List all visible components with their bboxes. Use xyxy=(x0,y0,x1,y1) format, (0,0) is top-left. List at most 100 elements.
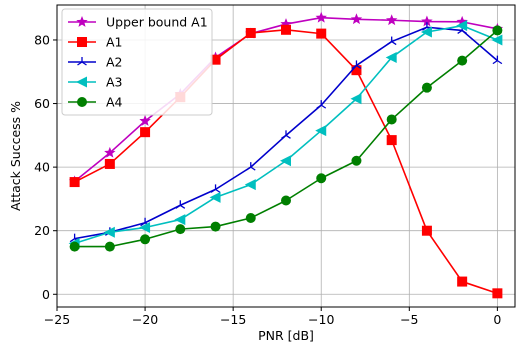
data-point-a1 xyxy=(316,28,327,39)
data-point-upper-bound-a1 xyxy=(456,15,468,27)
series-a4 xyxy=(69,25,503,252)
legend-item: A1 xyxy=(68,35,123,50)
data-point-a3 xyxy=(244,179,256,191)
data-point-a3 xyxy=(385,51,397,63)
data-point-a4 xyxy=(316,173,327,184)
y-tick-label: 80 xyxy=(34,32,50,47)
y-tick-label: 0 xyxy=(42,287,50,302)
data-point-a1 xyxy=(245,27,256,38)
marker-stroke xyxy=(492,60,498,65)
data-point-a3 xyxy=(280,155,291,167)
data-point-a3 xyxy=(350,93,362,105)
y-axis-label: Attack Success % xyxy=(8,101,23,211)
legend-swatch-marker xyxy=(77,57,87,66)
data-point-a3 xyxy=(139,222,151,234)
series-a3 xyxy=(68,20,503,249)
legend-label: A2 xyxy=(106,55,123,70)
data-point-a4 xyxy=(351,155,362,166)
marker-stroke xyxy=(175,204,181,209)
data-point-a3 xyxy=(456,20,468,32)
series-a1 xyxy=(69,24,503,299)
data-point-a2 xyxy=(175,200,186,209)
data-point-upper-bound-a1 xyxy=(104,146,116,158)
data-point-a2 xyxy=(210,184,221,193)
data-point-a3 xyxy=(491,34,503,46)
data-point-a3 xyxy=(315,125,327,137)
y-tick-label: 60 xyxy=(34,96,50,111)
x-axis-label: PNR [dB] xyxy=(258,328,314,343)
axis-ticks: −25 −20 −15 −10 −5 0 0 20 40 60 80 xyxy=(34,32,501,327)
legend-box xyxy=(61,8,213,116)
legend-swatch-marker xyxy=(77,97,87,107)
data-point-upper-bound-a1 xyxy=(315,11,327,23)
marker-stroke xyxy=(245,166,252,171)
x-tick-label: −10 xyxy=(308,312,334,327)
marker-stroke xyxy=(351,64,357,69)
data-point-a2 xyxy=(492,55,503,65)
legend-label: A1 xyxy=(106,35,123,50)
data-point-a1 xyxy=(210,54,221,65)
data-point-a3 xyxy=(174,214,186,226)
data-point-a4 xyxy=(69,241,80,252)
marker-stroke xyxy=(210,188,216,193)
x-tick-label: 0 xyxy=(493,312,501,327)
x-tick-label: −15 xyxy=(220,312,246,327)
y-tick-label: 20 xyxy=(34,223,50,238)
data-point-a1 xyxy=(457,276,468,287)
marker-stroke xyxy=(281,134,287,139)
legend-item: A4 xyxy=(68,95,123,110)
data-point-a4 xyxy=(457,55,468,66)
data-point-a1 xyxy=(386,135,397,146)
data-point-a4 xyxy=(104,241,115,252)
data-point-a4 xyxy=(281,195,291,206)
data-point-a4 xyxy=(245,212,256,223)
data-point-a1 xyxy=(104,158,115,169)
legend-item: A2 xyxy=(68,55,123,70)
data-point-upper-bound-a1 xyxy=(280,18,292,29)
legend-label: A4 xyxy=(106,95,123,110)
data-point-a2 xyxy=(245,162,256,171)
data-point-a1 xyxy=(281,24,291,35)
data-point-a1 xyxy=(140,127,151,138)
data-point-a3 xyxy=(420,26,432,38)
series-a2 xyxy=(69,22,503,243)
data-point-upper-bound-a1 xyxy=(421,15,433,27)
marker-stroke xyxy=(81,61,87,66)
series-lines xyxy=(68,11,504,299)
data-point-a1 xyxy=(492,288,503,299)
data-point-a4 xyxy=(421,82,432,93)
marker-stroke xyxy=(250,166,256,171)
legend-item: A3 xyxy=(68,75,123,90)
marker-stroke xyxy=(497,60,503,65)
marker-stroke xyxy=(422,26,428,31)
marker-stroke xyxy=(391,41,397,46)
marker-stroke xyxy=(69,238,75,243)
plot-frame xyxy=(56,4,516,308)
marker-stroke xyxy=(140,222,146,227)
marker-stroke xyxy=(215,188,221,193)
legend-swatch-marker xyxy=(77,37,87,47)
legend-swatch-marker xyxy=(76,76,87,88)
marker-stroke xyxy=(457,29,463,34)
marker-stroke xyxy=(285,134,291,139)
data-point-a2 xyxy=(316,100,327,109)
legend-item: Upper bound A1 xyxy=(68,15,208,30)
data-point-a4 xyxy=(175,224,186,235)
data-point-a4 xyxy=(140,234,151,245)
data-point-a2 xyxy=(351,60,362,69)
marker-stroke xyxy=(461,29,468,34)
data-point-a4 xyxy=(492,25,503,36)
legend-swatch-marker xyxy=(76,16,88,27)
data-point-a2 xyxy=(386,36,397,46)
data-point-a4 xyxy=(386,114,397,125)
data-point-a3 xyxy=(209,191,221,203)
marker-stroke xyxy=(77,61,83,66)
data-point-a1 xyxy=(351,65,362,76)
data-point-upper-bound-a1 xyxy=(385,14,398,26)
marker-stroke xyxy=(316,104,322,109)
data-point-a3 xyxy=(103,226,115,238)
data-point-a2 xyxy=(281,130,291,139)
data-point-a4 xyxy=(210,221,221,232)
data-point-upper-bound-a1 xyxy=(139,115,151,126)
